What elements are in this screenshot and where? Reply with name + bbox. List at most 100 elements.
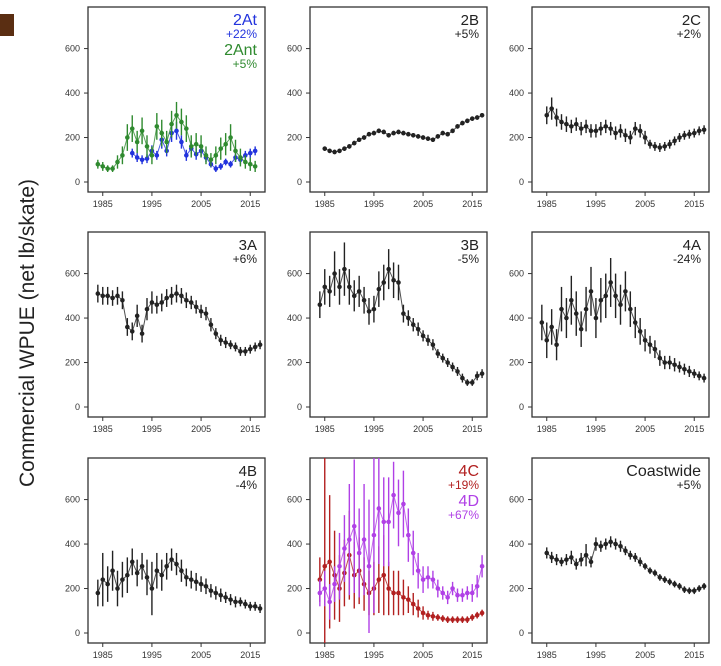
data-point: [662, 360, 668, 365]
x-tick-label: 2005: [413, 650, 433, 660]
data-point: [184, 153, 189, 158]
data-point: [218, 146, 224, 151]
y-tick-label: 0: [75, 177, 80, 187]
panel-8: 0 200 400 600 1985 1995 2005 2015 4C+19%4D+67%: [287, 457, 488, 660]
data-point: [351, 140, 357, 146]
data-point: [672, 581, 677, 587]
data-point: [252, 164, 258, 169]
data-point: [682, 133, 687, 138]
data-point: [317, 302, 323, 308]
y-tick-label: 400: [287, 88, 302, 98]
data-point: [322, 563, 328, 569]
series-label: 2B: [461, 12, 479, 29]
y-tick-label: 0: [297, 402, 302, 412]
data-point: [603, 541, 609, 547]
data-point: [198, 309, 204, 314]
data-point: [193, 579, 199, 585]
data-point: [342, 146, 347, 151]
data-point: [208, 157, 214, 163]
y-tick-label: 200: [65, 358, 80, 368]
y-tick-label: 400: [65, 539, 80, 549]
y-tick-label: 200: [65, 584, 80, 594]
data-point: [696, 373, 702, 379]
data-point: [95, 590, 101, 596]
data-point: [420, 333, 426, 339]
data-point: [376, 128, 382, 134]
series-label: 2C: [682, 12, 701, 29]
panel-frame: [531, 6, 710, 193]
data-point: [233, 599, 238, 605]
panel-5: 0 200 400 600 1985 1995 2005 2015 3B-5%: [287, 231, 488, 434]
y-tick-label: 400: [509, 539, 524, 549]
data-point: [381, 572, 387, 578]
data-point: [628, 135, 633, 140]
data-point: [618, 543, 623, 549]
data-point: [569, 297, 574, 303]
y-tick-label: 0: [519, 402, 524, 412]
data-point: [406, 131, 411, 137]
panel-2: 0 200 400 600 1985 1995 2005 2015 2B+5%: [287, 6, 488, 209]
data-point: [228, 342, 233, 348]
data-point: [450, 364, 455, 370]
data-point: [652, 144, 658, 149]
data-point: [184, 297, 189, 303]
data-point: [396, 510, 401, 516]
data-point: [366, 309, 372, 314]
x-tick-label: 1985: [537, 199, 557, 209]
data-point: [252, 604, 258, 609]
data-point: [647, 141, 653, 147]
data-point: [179, 293, 184, 299]
data-point: [396, 590, 401, 596]
y-tick-label: 200: [509, 584, 524, 594]
data-point: [435, 586, 441, 591]
y-tick-label: 0: [297, 628, 302, 638]
data-point: [356, 289, 362, 294]
data-point: [351, 293, 357, 299]
data-point: [252, 148, 258, 154]
data-point: [474, 115, 480, 120]
data-point: [376, 506, 382, 511]
series-group: [317, 242, 485, 386]
data-point: [391, 277, 396, 283]
data-point: [657, 355, 663, 361]
data-point: [623, 289, 628, 294]
series-change-label: +19%: [448, 478, 479, 492]
data-point: [95, 161, 101, 167]
data-point: [223, 340, 228, 345]
data-point: [559, 306, 564, 312]
data-point: [223, 595, 228, 600]
panel-9: 0 200 400 600 1985 1995 2005 2015 Coastwide+5%: [509, 457, 710, 660]
data-point: [371, 532, 377, 538]
data-point: [164, 295, 169, 301]
data-point: [401, 501, 406, 507]
data-point: [391, 590, 396, 596]
data-point: [479, 610, 485, 616]
data-point: [228, 135, 233, 140]
data-point: [465, 590, 470, 596]
data-point: [154, 568, 160, 574]
panel-frame: [309, 231, 488, 418]
data-point: [105, 166, 110, 171]
data-point: [347, 284, 352, 290]
data-point: [479, 112, 485, 118]
data-point: [257, 606, 263, 611]
data-point: [110, 166, 115, 171]
x-tick-label: 2015: [684, 424, 704, 434]
series-label: 4B: [239, 463, 257, 480]
data-point: [559, 559, 564, 565]
data-point: [188, 300, 194, 305]
data-point: [376, 577, 382, 582]
panel-3: 0 200 400 600 1985 1995 2005 2015 2C+2%: [509, 6, 710, 209]
data-point: [193, 141, 199, 147]
data-point: [327, 148, 332, 154]
data-point: [401, 311, 406, 316]
data-point: [430, 137, 436, 143]
data-point: [322, 146, 328, 151]
data-point: [544, 112, 550, 118]
data-point: [144, 575, 150, 580]
data-point: [144, 156, 150, 161]
y-tick-label: 0: [519, 628, 524, 638]
x-tick-label: 1995: [364, 424, 384, 434]
data-point: [455, 617, 460, 622]
data-point: [203, 311, 209, 316]
